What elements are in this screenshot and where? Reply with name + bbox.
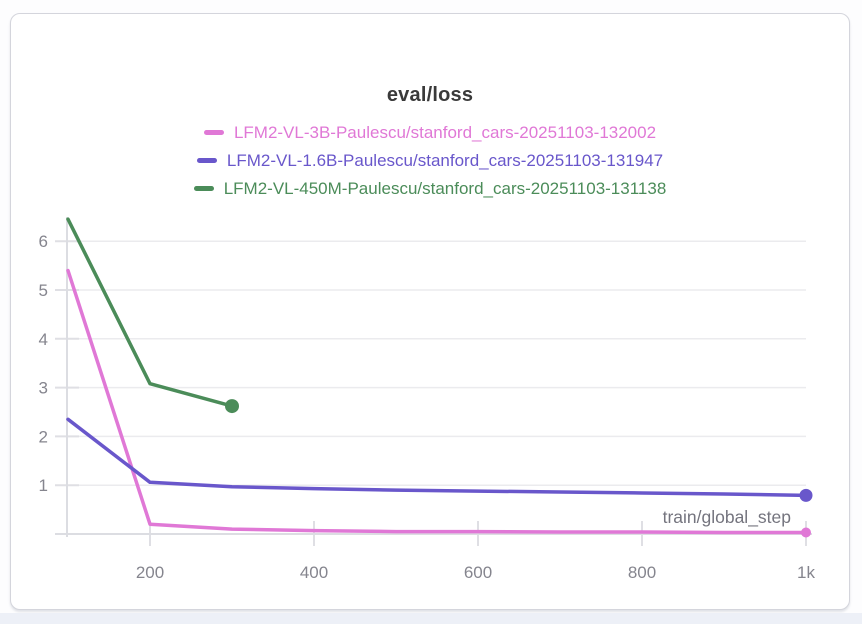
chart-title: eval/loss bbox=[386, 84, 474, 106]
legend-item-lfm2-vl-3b[interactable]: LFM2-VL-3B-Paulescu/stanford_cars-202511… bbox=[203, 119, 657, 146]
legend-swatch-icon bbox=[193, 186, 214, 191]
legend-swatch-icon bbox=[203, 130, 224, 135]
legend-label: LFM2-VL-3B-Paulescu/stanford_cars-202511… bbox=[233, 122, 657, 142]
legend-item-lfm2-vl-450m[interactable]: LFM2-VL-450M-Paulescu/stanford_cars-2025… bbox=[193, 175, 667, 202]
chart-card: eval/loss LFM2-VL-3B-Paulescu/stanford_c… bbox=[10, 13, 850, 610]
x-axis-label: train/global_step bbox=[662, 507, 791, 527]
chart-legend: LFM2-VL-3B-Paulescu/stanford_cars-202511… bbox=[11, 119, 849, 202]
legend-label: LFM2-VL-1.6B-Paulescu/stanford_cars-2025… bbox=[226, 150, 664, 170]
legend-swatch-icon bbox=[196, 158, 217, 163]
bottom-strip bbox=[0, 613, 862, 624]
legend-item-lfm2-vl-1-6b[interactable]: LFM2-VL-1.6B-Paulescu/stanford_cars-2025… bbox=[196, 147, 664, 174]
legend-label: LFM2-VL-450M-Paulescu/stanford_cars-2025… bbox=[223, 178, 667, 198]
